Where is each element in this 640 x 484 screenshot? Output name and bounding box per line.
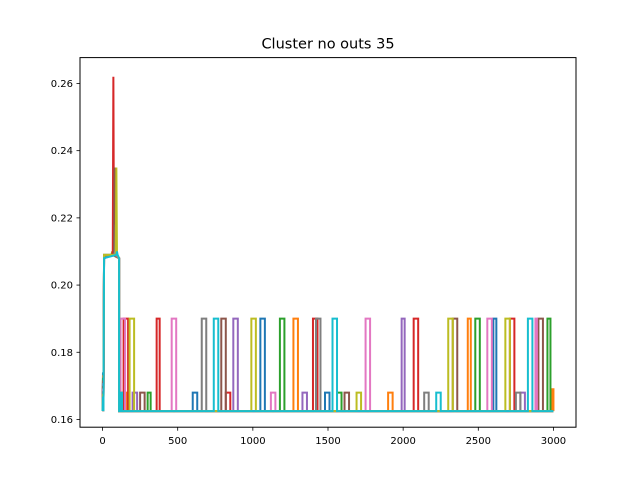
y-tick-label: 0.16 [51,415,73,426]
chart-title: Cluster no outs 35 [261,37,394,53]
y-axis: 0.16 0.18 0.20 0.22 0.24 0.26 [51,79,80,426]
x-tick-label: 1000 [240,436,265,447]
x-tick-label: 500 [168,436,187,447]
x-tick-label: 1500 [315,436,340,447]
x-tick-label: 2000 [390,436,415,447]
y-tick-label: 0.18 [51,348,73,359]
y-tick-label: 0.26 [51,79,73,90]
x-tick-label: 0 [99,436,105,447]
y-tick-label: 0.24 [51,146,73,157]
y-tick-label: 0.20 [51,281,73,292]
series-layer [101,76,555,413]
y-tick-label: 0.22 [51,213,73,224]
x-tick-label: 2500 [466,436,491,447]
series-line-10 [101,251,554,413]
x-tick-label: 3000 [541,436,566,447]
x-axis: 0 500 1000 1500 2000 2500 3000 [99,427,566,447]
